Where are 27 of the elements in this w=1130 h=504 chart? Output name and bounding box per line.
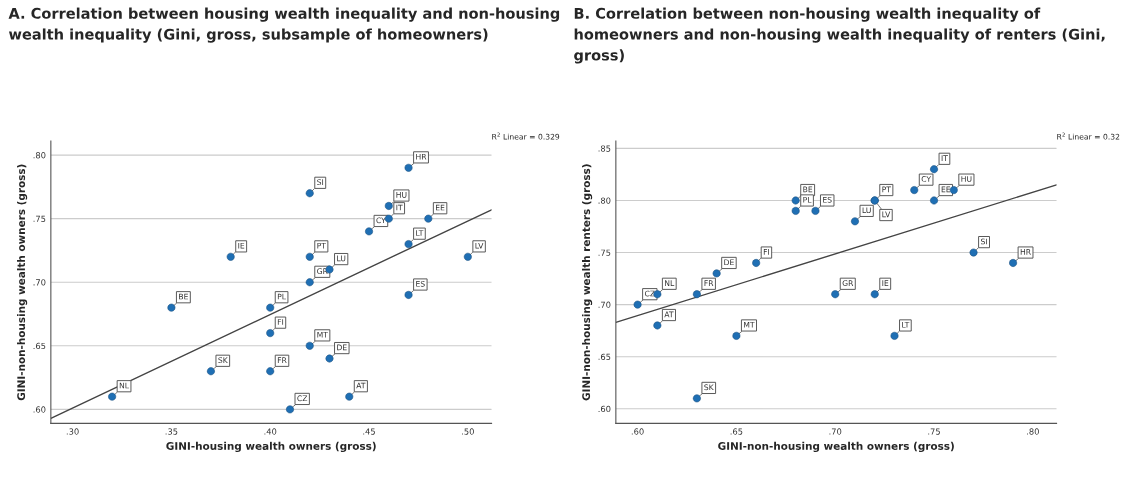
x-tick-label: .30 <box>66 428 79 435</box>
x-axis-title: GINI-non-housing wealth owners (gross) <box>718 441 954 452</box>
y-tick-label: .70 <box>598 301 611 308</box>
x-tick-label: .45 <box>363 428 375 435</box>
y-tick-label: .75 <box>598 249 611 256</box>
y-axis-title: GINI-non-housing wealth owners (gross) <box>17 164 28 401</box>
x-tick-label: .35 <box>165 428 178 435</box>
x-tick-label: .50 <box>462 428 474 435</box>
y-tick-label: .80 <box>33 152 46 159</box>
y-tick-label: .60 <box>598 405 611 413</box>
x-tick-label: .80 <box>1027 428 1039 435</box>
x-tick-label: .60 <box>631 428 644 435</box>
y-tick-label: .70 <box>33 279 46 286</box>
y-axis-title: GINI-non-housing wealth renters (gross) <box>582 164 593 401</box>
chart-title: B. Correlation between non-housing wealth inequality of homeowners and non-housing wealth inequality of renters (Gini, gross) <box>574 7 1105 64</box>
x-tick-label: .75 <box>928 428 940 435</box>
x-tick-label: .70 <box>829 428 842 435</box>
x-axis-title: GINI-housing wealth owners (gross) <box>166 441 376 452</box>
x-tick-label: .65 <box>730 428 743 435</box>
y-tick-label: .75 <box>33 215 46 222</box>
y-tick-label: .80 <box>598 197 611 204</box>
y-tick-label: .60 <box>33 406 46 413</box>
y-tick-label: .85 <box>598 145 611 152</box>
y-tick-label: .65 <box>598 353 611 360</box>
chart-title: A. Correlation between housing wealth inequality and non-housing wealth inequality (Gini, gross, subsample of homeowners) <box>8 7 560 43</box>
x-tick-label: .40 <box>264 428 277 435</box>
y-tick-label: .65 <box>33 342 46 350</box>
